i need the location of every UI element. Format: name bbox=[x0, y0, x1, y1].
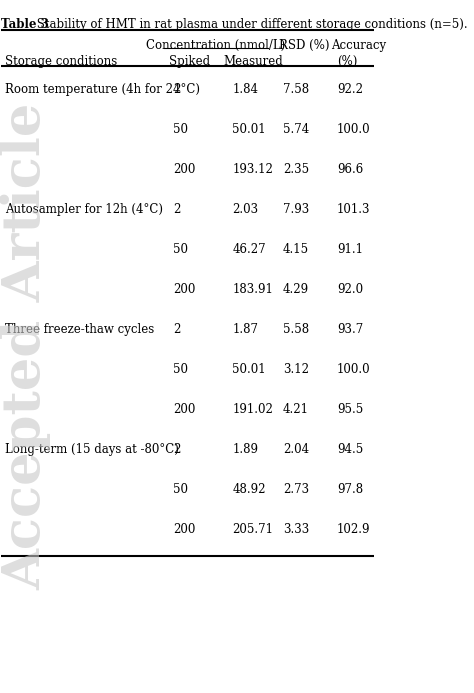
Text: 2.35: 2.35 bbox=[283, 163, 309, 176]
Text: Accuracy: Accuracy bbox=[331, 39, 386, 52]
Text: 50.01: 50.01 bbox=[232, 363, 266, 376]
Text: Three freeze-thaw cycles: Three freeze-thaw cycles bbox=[5, 323, 155, 336]
Text: 5.74: 5.74 bbox=[283, 123, 309, 136]
Text: 96.6: 96.6 bbox=[337, 163, 363, 176]
Text: 97.8: 97.8 bbox=[337, 483, 363, 496]
Text: Accepted Article: Accepted Article bbox=[0, 103, 52, 590]
Text: Storage conditions: Storage conditions bbox=[5, 55, 118, 68]
Text: 50.01: 50.01 bbox=[232, 123, 266, 136]
Text: 4.21: 4.21 bbox=[283, 403, 309, 416]
Text: 100.0: 100.0 bbox=[337, 363, 371, 376]
Text: 200: 200 bbox=[173, 163, 195, 176]
Text: 1.87: 1.87 bbox=[232, 323, 258, 336]
Text: Stability of HMT in rat plasma under different storage conditions (n=5).: Stability of HMT in rat plasma under dif… bbox=[33, 18, 468, 31]
Text: 200: 200 bbox=[173, 283, 195, 296]
Text: 50: 50 bbox=[173, 363, 188, 376]
Text: 4.15: 4.15 bbox=[283, 243, 309, 256]
Text: 92.2: 92.2 bbox=[337, 83, 363, 96]
Text: 46.27: 46.27 bbox=[232, 243, 266, 256]
Text: 2: 2 bbox=[173, 83, 180, 96]
Text: 193.12: 193.12 bbox=[232, 163, 273, 176]
Text: 2.04: 2.04 bbox=[283, 443, 309, 456]
Text: 205.71: 205.71 bbox=[232, 523, 273, 536]
Text: Measured: Measured bbox=[223, 55, 283, 68]
Text: 4.29: 4.29 bbox=[283, 283, 309, 296]
Text: 200: 200 bbox=[173, 403, 195, 416]
Text: 95.5: 95.5 bbox=[337, 403, 363, 416]
Text: 7.93: 7.93 bbox=[283, 203, 309, 216]
Text: 7.58: 7.58 bbox=[283, 83, 309, 96]
Text: 92.0: 92.0 bbox=[337, 283, 363, 296]
Text: 50: 50 bbox=[173, 243, 188, 256]
Text: 1.89: 1.89 bbox=[232, 443, 258, 456]
Text: 3.12: 3.12 bbox=[283, 363, 309, 376]
Text: Spiked: Spiked bbox=[169, 55, 210, 68]
Text: Autosampler for 12h (4°C): Autosampler for 12h (4°C) bbox=[5, 203, 163, 216]
Text: Long-term (15 days at -80°C): Long-term (15 days at -80°C) bbox=[5, 443, 179, 456]
Text: 2.03: 2.03 bbox=[232, 203, 259, 216]
Text: RSD (%): RSD (%) bbox=[279, 39, 329, 52]
Text: Table 3: Table 3 bbox=[1, 18, 49, 31]
Text: Concentration (nmol/L): Concentration (nmol/L) bbox=[146, 39, 285, 52]
Text: 93.7: 93.7 bbox=[337, 323, 363, 336]
Text: 48.92: 48.92 bbox=[232, 483, 266, 496]
Text: 101.3: 101.3 bbox=[337, 203, 370, 216]
Text: 50: 50 bbox=[173, 483, 188, 496]
Text: 91.1: 91.1 bbox=[337, 243, 363, 256]
Text: 200: 200 bbox=[173, 523, 195, 536]
Text: Room temperature (4h for 24°C): Room temperature (4h for 24°C) bbox=[5, 83, 200, 96]
Text: 3.33: 3.33 bbox=[283, 523, 309, 536]
Text: 50: 50 bbox=[173, 123, 188, 136]
Text: 2: 2 bbox=[173, 443, 180, 456]
Text: 102.9: 102.9 bbox=[337, 523, 370, 536]
Text: (%): (%) bbox=[337, 55, 357, 68]
Text: 5.58: 5.58 bbox=[283, 323, 309, 336]
Text: 2.73: 2.73 bbox=[283, 483, 309, 496]
Text: 183.91: 183.91 bbox=[232, 283, 273, 296]
Text: 94.5: 94.5 bbox=[337, 443, 363, 456]
Text: 2: 2 bbox=[173, 323, 180, 336]
Text: 191.02: 191.02 bbox=[232, 403, 273, 416]
Text: 100.0: 100.0 bbox=[337, 123, 371, 136]
Text: 2: 2 bbox=[173, 203, 180, 216]
Text: 1.84: 1.84 bbox=[232, 83, 258, 96]
